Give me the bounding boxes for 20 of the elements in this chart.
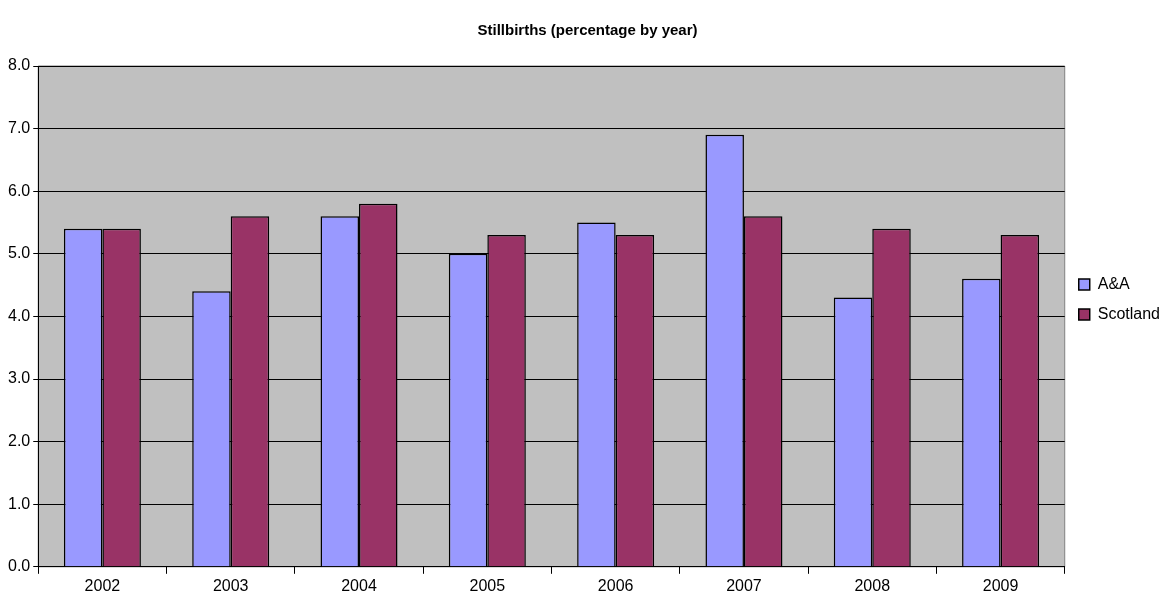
legend-label: A&A xyxy=(1097,274,1131,292)
y-tick-label: 7.0 xyxy=(7,119,31,137)
x-tick-label: 2003 xyxy=(212,576,249,594)
x-tick-label: 2006 xyxy=(597,576,634,594)
y-tick-label: 4.0 xyxy=(7,306,31,324)
x-tick-label: 2002 xyxy=(84,576,121,594)
y-tick-label: 8.0 xyxy=(7,56,31,74)
x-tick-label: 2004 xyxy=(341,576,377,594)
y-tick-label: 3.0 xyxy=(7,369,31,387)
legend-label: Scotland xyxy=(1097,304,1160,322)
y-tick-label: 2.0 xyxy=(7,432,31,450)
x-tick-label: 2008 xyxy=(854,576,891,594)
y-tick-label: 1.0 xyxy=(7,494,31,512)
x-tick-label: 2009 xyxy=(982,576,1019,594)
y-tick-label: 5.0 xyxy=(7,244,31,262)
y-tick-label: 6.0 xyxy=(7,181,31,199)
x-tick-label: 2005 xyxy=(469,576,506,594)
y-tick-label: 0.0 xyxy=(7,557,31,575)
chart-title: Stillbirths (percentage by year) xyxy=(477,21,698,39)
x-tick-label: 2007 xyxy=(726,576,762,594)
